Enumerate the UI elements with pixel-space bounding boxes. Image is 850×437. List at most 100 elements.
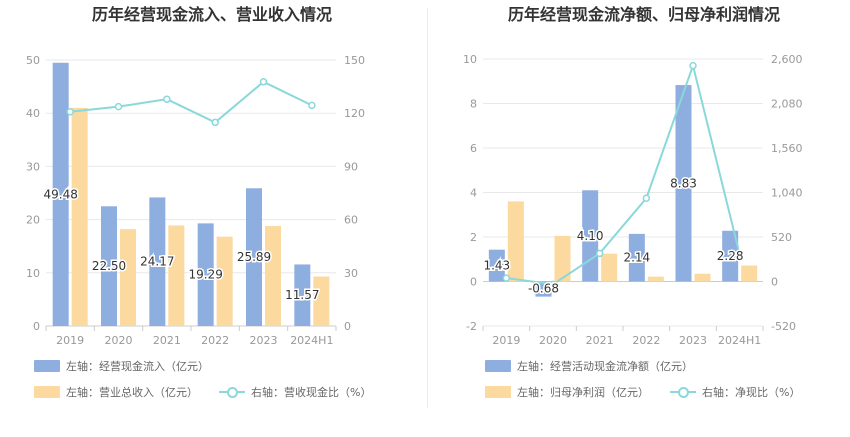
ratio-point	[66, 108, 74, 116]
x-tick-label: 2021	[153, 334, 181, 347]
bar-primary	[722, 230, 739, 282]
x-tick-label: 2024H1	[718, 334, 761, 347]
y-tick-label-left: -2	[466, 320, 477, 333]
y-tick-label-right: 1,560	[771, 142, 803, 155]
x-tick-label: 2022	[201, 334, 229, 347]
bar-secondary	[216, 236, 233, 326]
chart-cash-inflow-svg: 历年经营现金流入、营业收入情况 0 10 20 30 40 50 0 30 60 90 120 150 2…	[26, 5, 365, 347]
y-tick-label-left: 10	[463, 53, 477, 66]
bar-data-label: 11.57	[285, 288, 319, 302]
bar-primary	[535, 281, 552, 297]
bar-secondary	[265, 225, 281, 326]
y-tick-label-left: 20	[26, 214, 40, 227]
legend-item-revenue[interactable]: 左轴：营业总收入（亿元）	[34, 384, 198, 400]
x-tick-label: 2020	[539, 334, 567, 347]
x-tick-label: 2020	[105, 334, 133, 347]
bar-secondary	[694, 273, 711, 282]
legend-swatch-bar-icon	[34, 360, 60, 372]
legend-item-net-cash-ratio[interactable]: 右轴：净现比（%）	[670, 384, 800, 400]
legend-label: 左轴：归母净利润（亿元）	[517, 386, 649, 399]
bar-primary	[52, 62, 69, 327]
y-tick-label-left: 0	[470, 276, 477, 289]
y-tick-label-right: 2,600	[771, 53, 803, 66]
x-tick-label: 2022	[632, 334, 660, 347]
chart-title: 历年经营现金流入、营业收入情况	[92, 5, 332, 24]
y-tick-label-left: 50	[26, 54, 40, 67]
bar-primary	[675, 85, 692, 282]
y-tick-label-right: 1,040	[771, 187, 803, 200]
x-tick-label: 2019	[492, 334, 520, 347]
bar-secondary	[741, 265, 758, 282]
y-tick-label-left: 40	[26, 107, 40, 120]
legend-swatch-bar-icon	[485, 360, 511, 372]
bar-secondary	[120, 229, 136, 326]
bar-secondary	[647, 276, 664, 282]
legend-label: 右轴：营收现金比（%）	[251, 386, 372, 399]
x-tick-label: 2019	[56, 334, 84, 347]
chart-panel-net-cash: 历年经营现金流净额、归母净利润情况 -2 0 2 4 6 8 10 -520 0 520 1,040 1…	[430, 0, 850, 437]
bar-data-label: 22.50	[92, 259, 126, 273]
bar-data-label: 4.10	[577, 229, 604, 243]
y-tick-label-left: 10	[26, 267, 40, 280]
y-tick-label-left: 8	[470, 98, 477, 111]
chart-net-cash-svg: 历年经营现金流净额、归母净利润情况 -2 0 2 4 6 8 10 -520 0 520 1,040 1…	[463, 5, 803, 347]
bar-secondary	[601, 253, 618, 282]
bar-primary	[149, 197, 166, 326]
ratio-point	[114, 102, 123, 111]
ratio-line	[70, 80, 313, 124]
bar-secondary	[554, 235, 571, 282]
legend-swatch-line-icon	[219, 386, 245, 398]
bar-primary	[294, 264, 311, 326]
y-tick-label-right: 520	[771, 231, 792, 244]
bar-data-label: 1.43	[483, 259, 510, 273]
legend-item-net-cash[interactable]: 左轴：经营活动现金流净额（亿元）	[485, 358, 693, 374]
y-tick-label-left: 6	[470, 142, 477, 155]
legend-item-cash-inflow[interactable]: 左轴：经营现金流入（亿元）	[34, 358, 209, 374]
bar-secondary	[313, 276, 330, 326]
bar-data-label: -0.68	[528, 282, 559, 296]
y-tick-label-right: 2,080	[771, 98, 803, 111]
ratio-point	[502, 274, 511, 282]
legend-item-net-profit[interactable]: 左轴：归母净利润（亿元）	[485, 384, 649, 400]
y-tick-label-left: 0	[33, 320, 40, 333]
chart-title: 历年经营现金流净额、归母净利润情况	[508, 5, 780, 24]
x-tick-label: 2021	[586, 334, 614, 347]
legend-item-cash-revenue-ratio[interactable]: 右轴：营收现金比（%）	[219, 384, 371, 400]
ratio-point	[308, 101, 316, 110]
x-tick-label: 2023	[679, 334, 707, 347]
bar-data-label: 24.17	[140, 255, 174, 269]
bar-data-label: 49.48	[43, 187, 77, 201]
y-tick-label-left: 2	[470, 231, 477, 244]
bar-data-label: 2.14	[623, 251, 650, 265]
bar-primary	[628, 233, 645, 282]
x-tick-label: 2023	[250, 334, 278, 347]
y-tick-label-left: 4	[470, 187, 477, 200]
ratio-point	[689, 61, 697, 70]
bar-data-label: 25.89	[237, 250, 271, 264]
ratio-point	[211, 118, 219, 127]
y-tick-label-right: 30	[344, 267, 358, 280]
y-tick-label-right: 0	[344, 320, 351, 333]
bar-primary	[101, 206, 117, 326]
ratio-point	[595, 249, 604, 258]
x-tick-label: 2024H1	[290, 334, 333, 347]
bar-data-label: 8.83	[670, 176, 697, 190]
bar-data-label: 2.28	[717, 249, 744, 263]
bar-secondary	[507, 201, 524, 282]
panel-divider	[427, 8, 428, 408]
bar-primary	[582, 190, 599, 282]
legend-label: 右轴：净现比（%）	[702, 386, 801, 399]
ratio-point	[259, 78, 268, 86]
ratio-point	[735, 250, 744, 259]
legend-label: 左轴：经营活动现金流净额（亿元）	[517, 360, 693, 373]
chart-panel-cash-inflow: 历年经营现金流入、营业收入情况 0 10 20 30 40 50 0 30 60 90 120 150 2…	[26, 5, 371, 400]
y-tick-label-right: -520	[771, 320, 796, 333]
legend-swatch-line-icon	[670, 386, 696, 398]
ratio-line	[506, 62, 741, 286]
bar-data-label: 19.29	[188, 268, 222, 282]
legend-swatch-bar-icon	[485, 386, 511, 398]
bar-primary	[488, 249, 505, 282]
bar-secondary	[71, 107, 88, 326]
legend-swatch-bar-icon	[34, 386, 60, 398]
y-tick-label-right: 150	[344, 54, 365, 67]
